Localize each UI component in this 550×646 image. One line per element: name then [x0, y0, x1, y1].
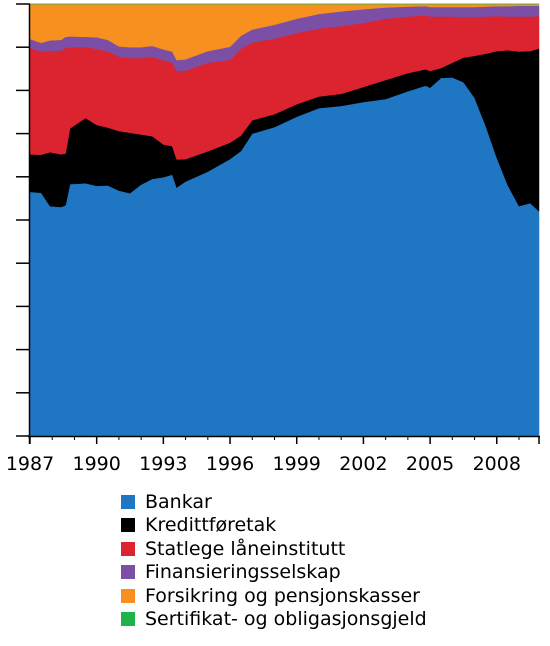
- x-tick-label: 2008: [473, 453, 521, 475]
- x-tick-label: 2005: [406, 453, 454, 475]
- legend-item: Forsikring og pensjonskasser: [121, 584, 427, 608]
- axes-group: [16, 3, 540, 444]
- x-tick-label: 1990: [73, 453, 121, 475]
- x-tick-label: 1999: [273, 453, 321, 475]
- legend-swatch: [121, 565, 135, 580]
- legend-swatch: [121, 541, 135, 556]
- legend-item: Kredittføretak: [121, 514, 427, 538]
- legend-label: Finansieringsselskap: [145, 561, 341, 584]
- x-tick-label: 2002: [339, 453, 387, 475]
- legend-swatch: [121, 612, 135, 627]
- legend-item: Bankar: [121, 490, 427, 514]
- legend-label: Forsikring og pensjonskasser: [145, 584, 420, 607]
- legend-swatch: [121, 494, 135, 509]
- legend-item: Finansieringsselskap: [121, 561, 427, 585]
- legend-item: Sertifikat- og obligasjonsgjeld: [121, 608, 427, 632]
- x-tick-label: 1993: [139, 453, 187, 475]
- x-tick-labels: 1987 1990 1993 1996 1999 2002 2005 2008: [6, 453, 521, 475]
- x-tick-label: 1987: [6, 453, 54, 475]
- area-series-group: [29, 3, 540, 437]
- legend-label: Sertifikat- og obligasjonsgjeld: [145, 608, 427, 631]
- legend-swatch: [121, 588, 135, 603]
- legend: Bankar Kredittføretak Statlege låneinstitu…: [121, 490, 427, 631]
- legend-label: Bankar: [145, 490, 212, 513]
- legend-swatch: [121, 518, 135, 533]
- legend-label: Statlege låneinstitutt: [145, 537, 346, 560]
- legend-label: Kredittføretak: [145, 514, 277, 537]
- x-tick-label: 1996: [206, 453, 254, 475]
- legend-item: Statlege låneinstitutt: [121, 537, 427, 561]
